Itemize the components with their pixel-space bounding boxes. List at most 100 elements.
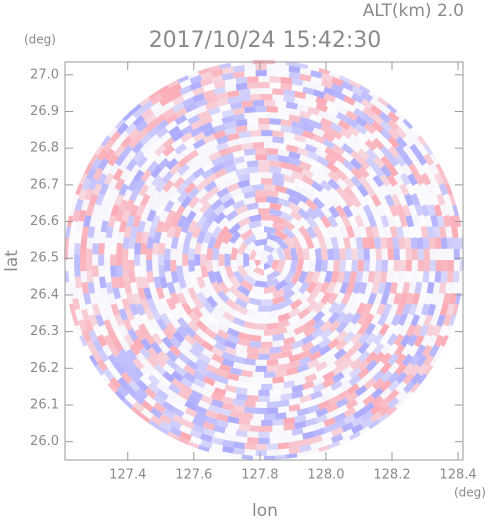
radar-cell <box>154 144 167 157</box>
radar-cell <box>277 64 290 72</box>
radar-cell <box>132 357 145 371</box>
radar-cell <box>76 287 84 300</box>
radar-cell <box>125 348 138 362</box>
radar-cell <box>291 84 304 93</box>
radar-cell <box>379 120 393 133</box>
x-tick-label: 128.0 <box>307 468 344 483</box>
radar-cell <box>312 83 326 93</box>
radar-cell <box>405 292 415 305</box>
radar-cell <box>154 355 167 368</box>
radar-cell <box>126 292 135 305</box>
radar-cell <box>311 335 324 347</box>
radar-cell <box>96 358 108 372</box>
radar-cell <box>246 309 259 318</box>
radar-cell <box>328 195 340 209</box>
radar-cell <box>196 215 208 229</box>
radar-cell <box>420 334 432 347</box>
y-tick-label: 26.5 <box>30 251 59 266</box>
radar-cell <box>299 444 312 453</box>
radar-cell <box>188 311 200 325</box>
radar-cell <box>169 316 181 330</box>
radar-cell <box>152 265 160 278</box>
radar-cell <box>283 270 296 284</box>
radar-cell <box>232 270 245 284</box>
radar-cell <box>195 365 209 377</box>
radar-cell <box>147 382 160 394</box>
radar-cell <box>246 431 259 438</box>
radar-cell <box>200 265 209 278</box>
radar-cell <box>291 164 304 174</box>
radar-cell <box>354 116 368 128</box>
radar-cell <box>187 320 200 333</box>
radar-cell <box>112 287 121 300</box>
radar-cell <box>395 303 405 316</box>
radar-cell <box>308 247 316 260</box>
radar-cell <box>244 400 256 408</box>
radar-cell <box>146 209 157 222</box>
radar-cell <box>98 231 107 244</box>
radar-cell <box>395 381 408 394</box>
radar-cell <box>228 276 241 290</box>
radar-cell <box>210 392 224 402</box>
radar-cell <box>190 390 203 401</box>
radar-cell <box>426 281 435 294</box>
radar-cell <box>216 419 229 428</box>
radar-cell <box>216 135 229 145</box>
radar-cell <box>328 441 341 449</box>
radar-cell <box>347 383 360 395</box>
radar-cell <box>280 387 293 395</box>
radar-cell <box>358 332 370 345</box>
radar-cell <box>393 260 400 272</box>
radar-cell <box>414 303 424 317</box>
radar-cell <box>333 419 346 430</box>
radar-cell <box>288 157 302 167</box>
radar-cell <box>91 303 101 317</box>
radar-cell <box>348 292 358 305</box>
radar-cell <box>277 442 290 450</box>
radar-cell <box>266 316 280 324</box>
radar-cell <box>269 431 282 438</box>
radar-cell <box>164 270 173 284</box>
radar-cell <box>280 429 293 438</box>
radar-cell <box>147 347 159 360</box>
radar-cell <box>253 273 268 282</box>
radar-cell <box>252 455 264 460</box>
y-tick-label: 26.1 <box>30 397 59 412</box>
radar-cell <box>216 375 229 385</box>
radar-cell <box>174 205 186 218</box>
radar-cell <box>422 271 430 283</box>
radar-cell <box>255 70 267 77</box>
radar-cell <box>213 271 224 285</box>
radar-cell <box>339 75 351 84</box>
radar-cell <box>235 167 248 177</box>
radar-cell <box>188 260 195 272</box>
radar-cell <box>222 197 236 209</box>
radar-cell <box>222 445 234 454</box>
radar-cell <box>124 385 137 398</box>
radar-cell <box>410 270 418 283</box>
radar-cell <box>395 144 407 158</box>
radar-cell <box>176 292 187 306</box>
radar-cell <box>189 74 203 85</box>
radar-cell <box>94 220 103 233</box>
radar-cell <box>105 226 114 239</box>
radar-cell <box>80 260 87 272</box>
radar-cell <box>323 86 336 97</box>
radar-cell <box>424 215 433 228</box>
radar-cell <box>116 385 129 398</box>
radar-cell <box>172 331 185 344</box>
radar-cell <box>150 308 162 322</box>
radar-cell <box>140 254 147 266</box>
radar-cell <box>373 292 384 306</box>
radar-cell <box>362 402 375 414</box>
radar-cell <box>70 220 78 233</box>
radar-cell <box>422 162 433 176</box>
radar-cell <box>296 247 304 260</box>
radar-cell <box>140 169 152 182</box>
radar-cell <box>289 260 298 273</box>
radar-cell <box>211 156 225 167</box>
radar-cell <box>302 130 315 140</box>
radar-cell <box>387 164 399 177</box>
radar-cell <box>194 98 208 108</box>
radar-cell <box>390 193 401 207</box>
